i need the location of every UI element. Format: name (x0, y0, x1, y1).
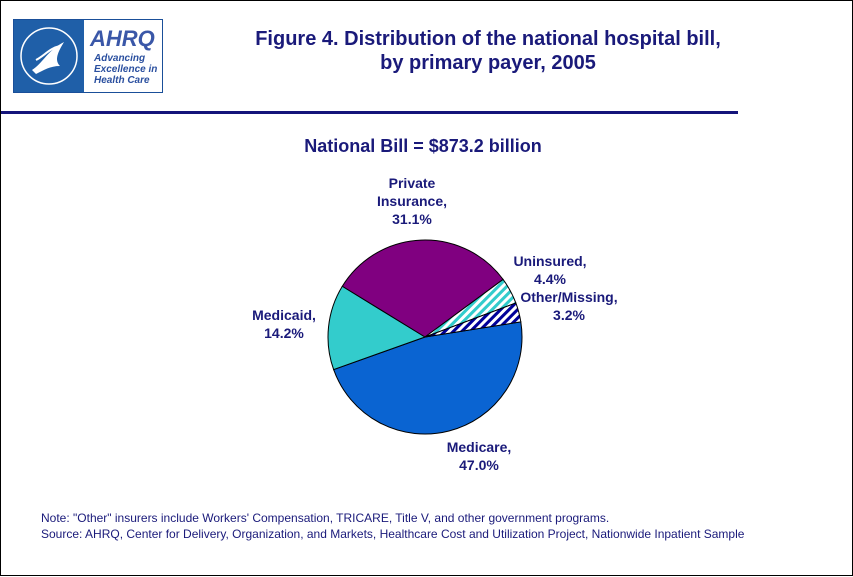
note-line: Source: AHRQ, Center for Delivery, Organ… (41, 527, 745, 541)
slice-label: Medicare, 47.0% (447, 438, 512, 474)
tagline-line: Health Care (94, 75, 150, 86)
tagline-line: Advancing (94, 53, 146, 64)
slice-name: Other/Missing, (520, 289, 618, 305)
slice-value: 31.1% (392, 211, 432, 227)
title-line: Figure 4. Distribution of the national h… (255, 28, 721, 50)
slice-name: Medicare, (446, 439, 512, 455)
logo-name: AHRQ (90, 26, 155, 51)
chart-title: Figure 4. Distribution of the national h… (191, 27, 785, 75)
slice-name: Uninsured, (513, 253, 587, 269)
slice-name: Medicaid, (252, 307, 316, 323)
slice-value: 3.2% (553, 307, 585, 323)
slice-value: 14.2% (264, 325, 304, 341)
seal (14, 20, 84, 92)
slice-label: Uninsured, 4.4% (513, 252, 586, 288)
seal-icon (20, 27, 78, 85)
slice-name: Private Insurance, (376, 175, 448, 209)
note-line: Note: "Other" insurers include Workers' … (41, 511, 610, 525)
logo: AHRQ Advancing Excellence in Health Care (13, 19, 163, 93)
pie-slice (327, 285, 427, 371)
pie-slice (332, 321, 523, 435)
slice-label: Medicaid, 14.2% (252, 306, 316, 342)
title-line: by primary payer, 2005 (380, 52, 596, 74)
header-rule (1, 111, 738, 114)
tagline-line: Excellence in (94, 64, 158, 75)
slice-value: 4.4% (534, 271, 566, 287)
notes: Note: "Other" insurers include Workers' … (41, 510, 744, 542)
pie-slice (341, 239, 504, 338)
slice-label: Other/Missing, 3.2% (520, 288, 617, 324)
logo-tagline: Advancing Excellence in Health Care (94, 53, 157, 86)
slice-label: Private Insurance, 31.1% (367, 174, 457, 228)
slice-value: 47.0% (459, 457, 499, 473)
pie-slice (424, 302, 522, 338)
chart-subtitle: National Bill = $873.2 billion (304, 136, 542, 156)
